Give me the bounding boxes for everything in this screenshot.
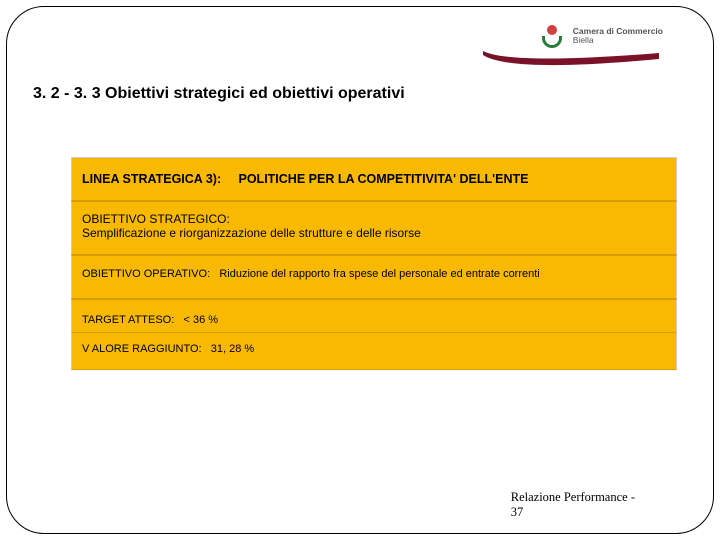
valore-value: 31, 28 % [211, 343, 254, 355]
content-table: LINEA STRATEGICA 3): POLITICHE PER LA CO… [71, 157, 677, 370]
footer: Relazione Performance - 37 [511, 490, 635, 519]
linea-value: POLITICHE PER LA COMPETITIVITA' DELL'ENT… [239, 172, 529, 186]
obiettivo-strat-value: Semplificazione e riorganizzazione delle… [82, 226, 666, 240]
footer-line2: 37 [511, 505, 635, 519]
row-target-atteso: TARGET ATTESO: < 36 % [71, 299, 677, 333]
slide-frame: Camera di Commercio Biella 3. 2 - 3. 3 O… [6, 6, 714, 534]
row-valore-raggiunto: V ALORE RAGGIUNTO: 31, 28 % [71, 333, 677, 370]
target-value: < 36 % [183, 314, 218, 326]
slide-title: 3. 2 - 3. 3 Obiettivi strategici ed obie… [33, 85, 405, 103]
row-linea-strategica: LINEA STRATEGICA 3): POLITICHE PER LA CO… [71, 157, 677, 201]
row-obiettivo-strategico: OBIETTIVO STRATEGICO: Semplificazione e … [71, 201, 677, 255]
obiettivo-oper-value: Riduzione del rapporto fra spese del per… [219, 268, 539, 280]
linea-label: LINEA STRATEGICA 3): [82, 172, 221, 186]
row-obiettivo-operativo: OBIETTIVO OPERATIVO: Riduzione del rappo… [71, 255, 677, 299]
target-label: TARGET ATTESO: [82, 314, 174, 326]
footer-line1: Relazione Performance - [511, 490, 635, 504]
valore-label: V ALORE RAGGIUNTO: [82, 343, 202, 355]
swoosh-icon [481, 43, 661, 71]
logo-dot-icon [547, 25, 557, 35]
obiettivo-strat-label: OBIETTIVO STRATEGICO: [82, 212, 666, 226]
obiettivo-oper-label: OBIETTIVO OPERATIVO: [82, 268, 210, 280]
